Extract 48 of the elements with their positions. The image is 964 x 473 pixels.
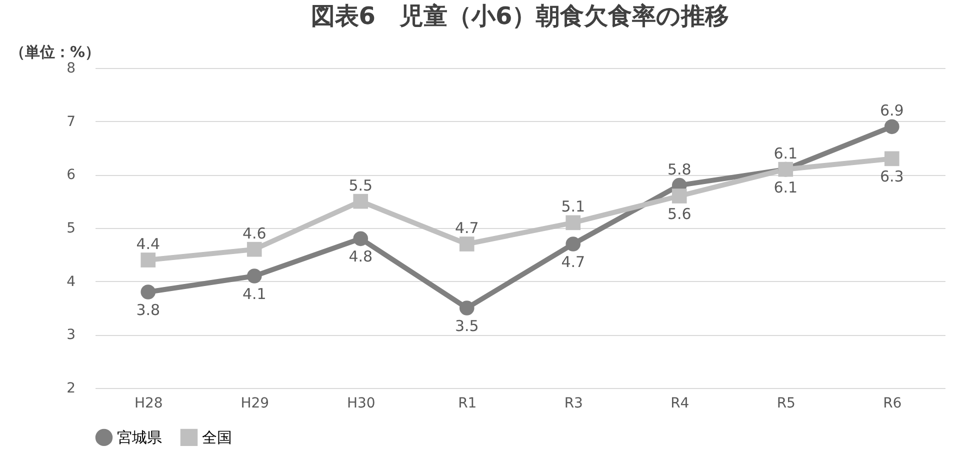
text: （単位：%） (10, 43, 100, 61)
x-tick-label: H28 (134, 396, 163, 412)
point (353, 231, 368, 246)
y-tick-label: 6 (66, 167, 76, 184)
point (140, 284, 156, 300)
point (140, 252, 156, 268)
legend-label: 宮城県 (117, 428, 162, 446)
point (672, 188, 687, 204)
point (246, 268, 262, 284)
x-tick-label: H30 (346, 396, 376, 412)
point (246, 242, 262, 257)
data-label: 5.5 (348, 176, 373, 194)
data-label: 6.1 (774, 178, 798, 196)
data-label: 4.1 (242, 285, 266, 303)
legend-label: 全国 (202, 428, 232, 446)
x-tick-label: R4 (670, 396, 690, 412)
data-label: 6.3 (880, 168, 904, 186)
data-label: 5.8 (667, 160, 692, 178)
data-label: 6.9 (880, 102, 904, 120)
point (353, 194, 368, 209)
y-tick-label: 7 (66, 114, 76, 130)
x-tick-label: R6 (883, 396, 902, 412)
data-label: 5.6 (667, 205, 692, 223)
x-tick-label: R5 (776, 396, 796, 412)
data-label: 4.7 (454, 219, 479, 237)
point (884, 119, 900, 134)
data-label: 4.4 (136, 235, 160, 253)
x-tick-label: R3 (564, 396, 583, 412)
y-tick-label: 2 (66, 380, 76, 396)
data-label: 4.7 (561, 253, 586, 271)
data-label: 5.1 (561, 198, 586, 216)
point (566, 236, 581, 252)
data-label: 3.5 (454, 317, 479, 335)
data-label: 6.1 (774, 144, 798, 162)
y-tick-label: 8 (66, 60, 76, 76)
chart-title: 図表6 児童（小6）朝食欠食率の推移 (310, 2, 730, 30)
point (884, 151, 900, 166)
x-tick-label: H29 (240, 396, 270, 412)
data-label: 3.8 (136, 301, 160, 319)
point (566, 215, 581, 230)
point (459, 300, 474, 316)
y-tick-label: 5 (66, 220, 76, 236)
y-tick-label: 4 (66, 274, 76, 290)
x-tick-label: R1 (458, 396, 477, 412)
data-label: 4.6 (242, 224, 266, 242)
y-tick-label: 3 (66, 327, 76, 344)
point (459, 236, 474, 252)
data-label: 4.8 (348, 248, 373, 266)
